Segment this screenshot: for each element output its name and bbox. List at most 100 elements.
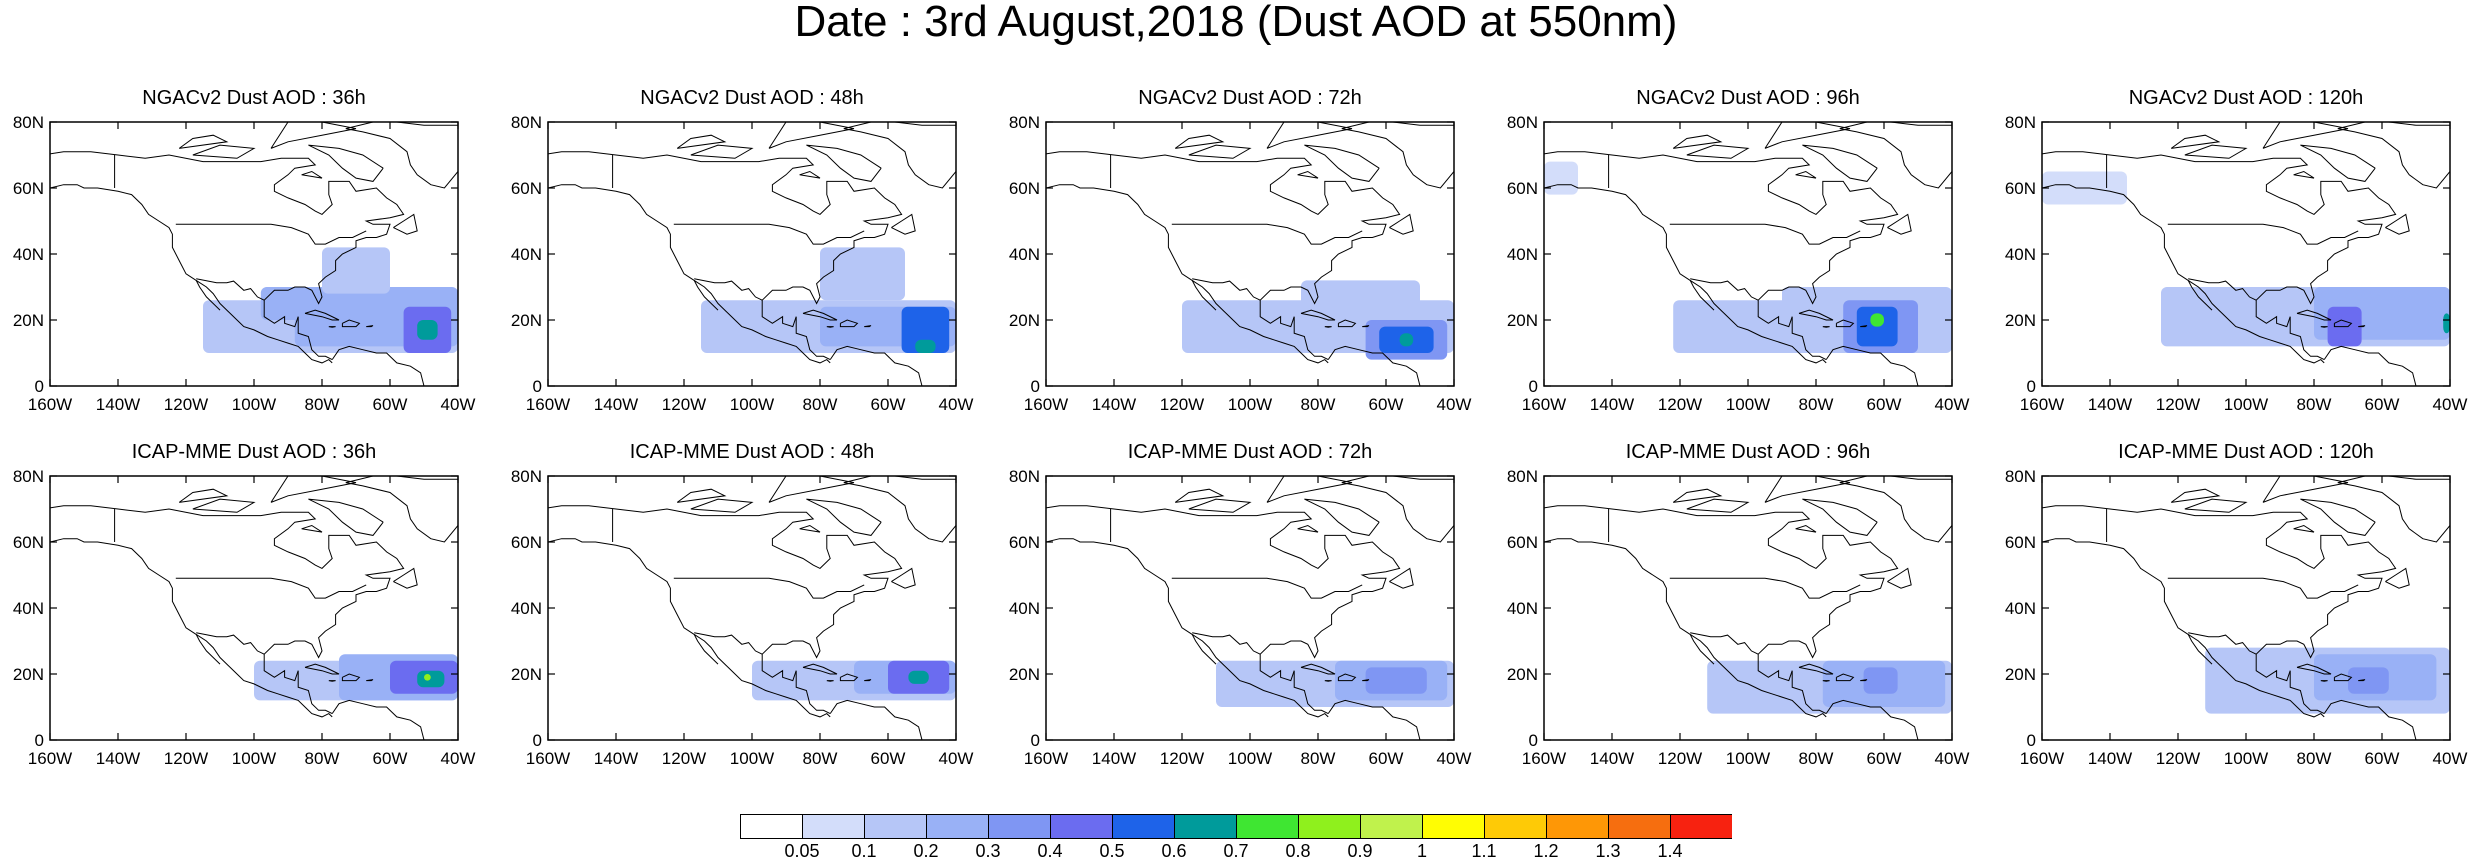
colorbar-label: 0.1 [851, 841, 877, 861]
map-canvas: 160W 140W 120W 100W 80W 60W 40W 0 20N 40N 60N 80N [1009, 113, 1472, 414]
coastline [1544, 505, 1899, 682]
coastline [393, 213, 418, 235]
map-panel: NGACv2 Dust AOD : 96h 160W 140W 120W 100W 80… [1494, 88, 1994, 448]
coastline [806, 144, 882, 182]
coastline [843, 482, 956, 543]
coastline [345, 128, 458, 189]
coastline [1192, 278, 1261, 301]
y-tick-label: 80N [13, 467, 44, 486]
y-tick-label: 0 [1031, 377, 1040, 396]
coastline [2188, 632, 2257, 655]
coastline [2188, 278, 2257, 301]
coastline [1839, 122, 1952, 130]
coastline [328, 326, 336, 328]
y-tick-label: 0 [533, 377, 542, 396]
coastline [843, 476, 956, 484]
x-tick-label: 40W [939, 749, 974, 768]
y-tick-label: 0 [1031, 731, 1040, 750]
coastline [2262, 476, 2349, 503]
coastline [1690, 632, 1759, 655]
coastline [1798, 663, 1834, 675]
x-tick-label: 120W [164, 395, 208, 414]
coastline [1304, 144, 1380, 182]
colorbar-box [926, 814, 989, 839]
x-tick-label: 160W [1522, 395, 1566, 414]
aod-patch [1863, 667, 1898, 694]
coastline [826, 680, 834, 682]
aod-patch [260, 287, 305, 320]
coastline [2296, 309, 2332, 321]
colorbar-label: 0.05 [784, 841, 820, 861]
coastline [843, 122, 956, 130]
coastline [2187, 280, 2213, 311]
y-tick-label: 0 [2027, 731, 2036, 750]
x-tick-label: 60W [373, 395, 408, 414]
coastline [2296, 663, 2332, 675]
x-tick-label: 80W [1799, 395, 1834, 414]
x-tick-label: 80W [1301, 395, 1336, 414]
coastline [345, 482, 458, 543]
coastline [301, 524, 323, 533]
coastline [2320, 326, 2328, 328]
map-panel: ICAP-MME Dust AOD : 96h 160W 140W 120W 100W… [1494, 442, 1994, 802]
coastline [2385, 567, 2410, 589]
colorbar-box [1670, 814, 1733, 839]
x-tick-label: 40W [1935, 749, 1970, 768]
y-tick-label: 20N [511, 665, 542, 684]
coastline [308, 144, 384, 182]
map-canvas: 160W 140W 120W 100W 80W 60W 40W 0 20N 40N 60N 80N [1009, 467, 1472, 768]
x-tick-label: 60W [2365, 749, 2400, 768]
colorbar-boxes [740, 814, 1733, 839]
coastline [891, 213, 916, 235]
x-tick-label: 60W [871, 395, 906, 414]
panel-title: ICAP-MME Dust AOD : 120h [2118, 441, 2374, 463]
coastline [178, 488, 229, 503]
colorbar-label: 0.5 [1099, 841, 1125, 861]
aod-patch [2443, 313, 2450, 334]
coastline [331, 345, 425, 386]
x-tick-label: 100W [1228, 395, 1272, 414]
coastline [1389, 567, 1414, 589]
x-tick-label: 60W [2365, 395, 2400, 414]
x-tick-label: 40W [1437, 395, 1472, 414]
panel-title: ICAP-MME Dust AOD : 72h [1127, 441, 1373, 463]
coastline [1192, 632, 1261, 655]
coastline [50, 184, 333, 364]
coastline [2042, 184, 2325, 364]
coastline [1822, 326, 1830, 328]
colorbar-box [864, 814, 927, 839]
colorbar-box [1422, 814, 1485, 839]
map-panel: ICAP-MME Dust AOD : 36h 160W 140W 120W 100W… [0, 442, 500, 802]
x-tick-label: 140W [1590, 749, 1634, 768]
y-tick-label: 80N [511, 113, 542, 132]
coastline [2358, 325, 2366, 328]
y-tick-label: 40N [1507, 599, 1538, 618]
coastline [366, 325, 374, 328]
coastline [1860, 325, 1868, 328]
coastline [1191, 280, 1217, 311]
coastline [1297, 170, 1319, 179]
coastline [1544, 151, 1899, 328]
y-tick-label: 40N [1009, 245, 1040, 264]
coastline [2170, 134, 2221, 149]
coastline [1544, 184, 1827, 364]
coastline [301, 170, 323, 179]
coastline [1764, 122, 1851, 149]
coastline [1839, 128, 1952, 189]
colorbar-box [1608, 814, 1671, 839]
coastline [802, 309, 838, 321]
coastline [1802, 144, 1878, 182]
coastline [1293, 316, 1329, 361]
panel-title: ICAP-MME Dust AOD : 96h [1625, 441, 1871, 463]
aod-patch [322, 247, 390, 294]
x-tick-label: 40W [441, 749, 476, 768]
y-tick-label: 60N [511, 533, 542, 552]
x-tick-label: 40W [441, 395, 476, 414]
y-tick-label: 20N [1507, 665, 1538, 684]
coastline [1860, 679, 1868, 682]
colorbar-label: 1 [1416, 841, 1427, 861]
x-tick-label: 40W [1935, 395, 1970, 414]
x-tick-label: 120W [2156, 749, 2200, 768]
y-tick-label: 20N [13, 311, 44, 330]
aod-patch [901, 306, 950, 353]
